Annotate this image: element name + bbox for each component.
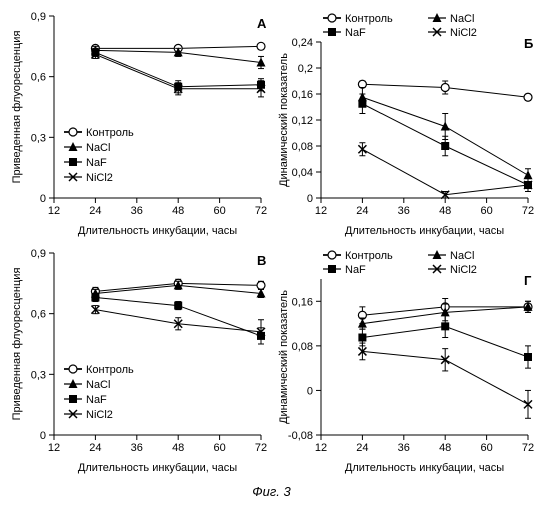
svg-text:Контроль: Контроль	[86, 127, 134, 139]
svg-text:0,9: 0,9	[31, 248, 46, 260]
svg-text:Б: Б	[524, 36, 533, 51]
svg-text:0,6: 0,6	[31, 72, 46, 84]
figure-caption: Фиг. 3	[8, 484, 535, 499]
svg-text:72: 72	[255, 442, 267, 454]
svg-text:Динамический показатель: Динамический показатель	[278, 53, 290, 187]
svg-text:-0,08: -0,08	[288, 430, 313, 442]
panel-d: 12 24 36 48 60 72 -0,08 0 0,08 0,16 Длительность и…	[275, 245, 538, 478]
svg-text:0: 0	[40, 430, 46, 442]
svg-text:Г: Г	[524, 273, 532, 288]
svg-text:72: 72	[522, 442, 534, 454]
svg-text:36: 36	[131, 205, 143, 217]
panel-c: 12 24 36 48 60 72 0 0,3 0,6 0,9 Длительность инкуб…	[8, 245, 271, 478]
figure-grid: 12 24 36 48 60 72 0 0,3 0,6 0,9 Длительность инкуб…	[8, 8, 535, 478]
svg-text:60: 60	[213, 442, 225, 454]
svg-text:48: 48	[172, 205, 184, 217]
svg-text:0,24: 0,24	[292, 37, 313, 49]
svg-text:0: 0	[307, 385, 313, 397]
svg-text:12: 12	[315, 205, 327, 217]
svg-text:0,6: 0,6	[31, 309, 46, 321]
svg-text:72: 72	[255, 205, 267, 217]
svg-text:NaCl: NaCl	[450, 250, 474, 262]
svg-text:NaF: NaF	[345, 264, 366, 276]
svg-text:72: 72	[522, 205, 534, 217]
svg-text:Контроль: Контроль	[86, 364, 134, 376]
svg-text:NiCl2: NiCl2	[450, 27, 477, 39]
svg-text:36: 36	[131, 442, 143, 454]
svg-text:Контроль: Контроль	[345, 250, 393, 262]
svg-text:NiCl2: NiCl2	[450, 264, 477, 276]
svg-text:36: 36	[398, 205, 410, 217]
svg-text:24: 24	[89, 442, 101, 454]
svg-text:0,3: 0,3	[31, 132, 46, 144]
panel-a: 12 24 36 48 60 72 0 0,3 0,6 0,9 Длительность инкуб…	[8, 8, 271, 241]
svg-text:NiCl2: NiCl2	[86, 172, 113, 184]
svg-text:А: А	[257, 16, 267, 31]
svg-text:Динамический показатель: Динамический показатель	[278, 290, 290, 424]
svg-text:Длительность инкубации, часы: Длительность инкубации, часы	[345, 462, 504, 474]
svg-text:12: 12	[48, 205, 60, 217]
svg-text:Длительность инкубации, часы: Длительность инкубации, часы	[78, 225, 237, 237]
svg-text:0,16: 0,16	[292, 296, 313, 308]
svg-text:12: 12	[315, 442, 327, 454]
svg-text:0,08: 0,08	[292, 341, 313, 353]
svg-text:Длительность инкубации, часы: Длительность инкубации, часы	[345, 225, 504, 237]
svg-text:0,9: 0,9	[31, 11, 46, 23]
svg-text:48: 48	[172, 442, 184, 454]
svg-text:Приведенная флуоресценция: Приведенная флуоресценция	[11, 31, 23, 184]
svg-text:Приведенная флуоресценция: Приведенная флуоресценция	[11, 268, 23, 421]
panel-b: 12 24 36 48 60 72 0 0,04 0,08 0,12 0,16 0,2 0,24 Длит…	[275, 8, 538, 241]
svg-text:36: 36	[398, 442, 410, 454]
svg-text:60: 60	[480, 442, 492, 454]
svg-text:0,08: 0,08	[292, 141, 313, 153]
svg-text:NiCl2: NiCl2	[86, 409, 113, 421]
svg-text:NaF: NaF	[345, 27, 366, 39]
svg-text:24: 24	[356, 442, 368, 454]
svg-text:0,3: 0,3	[31, 369, 46, 381]
svg-text:24: 24	[89, 205, 101, 217]
svg-text:0,2: 0,2	[298, 63, 313, 75]
svg-text:Контроль: Контроль	[345, 13, 393, 25]
svg-text:24: 24	[356, 205, 368, 217]
svg-text:48: 48	[439, 442, 451, 454]
svg-text:0,12: 0,12	[292, 115, 313, 127]
svg-text:0: 0	[307, 193, 313, 205]
svg-text:0,04: 0,04	[292, 167, 313, 179]
svg-text:0,16: 0,16	[292, 89, 313, 101]
svg-text:60: 60	[480, 205, 492, 217]
svg-text:48: 48	[439, 205, 451, 217]
svg-text:12: 12	[48, 442, 60, 454]
svg-text:NaCl: NaCl	[86, 379, 110, 391]
svg-text:60: 60	[213, 205, 225, 217]
svg-text:В: В	[257, 253, 266, 268]
svg-text:NaCl: NaCl	[450, 13, 474, 25]
svg-text:Длительность инкубации, часы: Длительность инкубации, часы	[78, 462, 237, 474]
svg-text:0: 0	[40, 193, 46, 205]
svg-text:NaCl: NaCl	[86, 142, 110, 154]
svg-text:NaF: NaF	[86, 157, 107, 169]
svg-text:NaF: NaF	[86, 394, 107, 406]
